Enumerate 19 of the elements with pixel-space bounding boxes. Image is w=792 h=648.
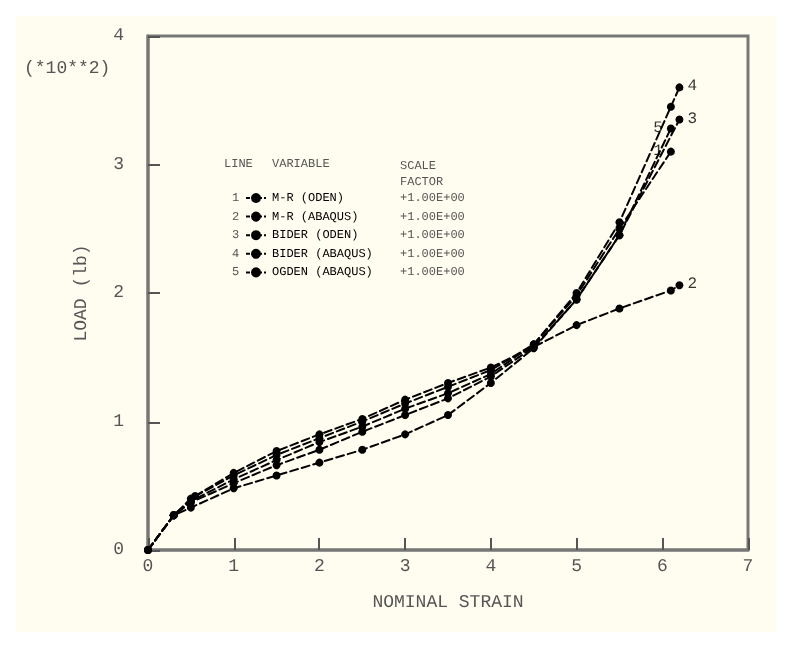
x-tick-label: 3 [399,557,411,577]
y-axis-title: LOAD (lb) [72,244,93,342]
y-tick-label: 4 [113,26,124,46]
x-tick-label: 1 [228,557,240,577]
text: 3 [687,110,698,129]
text: 4 [687,78,698,97]
y-tick-label: 2 [113,283,124,303]
x-tick-label: 0 [142,557,154,577]
y-tick-label: 3 [113,154,124,175]
x-tick-label: 5 [571,557,582,577]
x-tick-label: 2 [314,557,325,577]
y-tick-label: 0 [113,540,124,560]
text: (*10**2) [24,59,111,79]
text: 2 [687,276,698,295]
x-tick-label: 7 [742,557,754,577]
x-tick-label: 4 [485,557,497,577]
x-axis-title: NOMINAL STRAIN [372,593,524,613]
y-tick-label: 1 [113,411,124,432]
x-tick-label: 6 [656,557,668,577]
